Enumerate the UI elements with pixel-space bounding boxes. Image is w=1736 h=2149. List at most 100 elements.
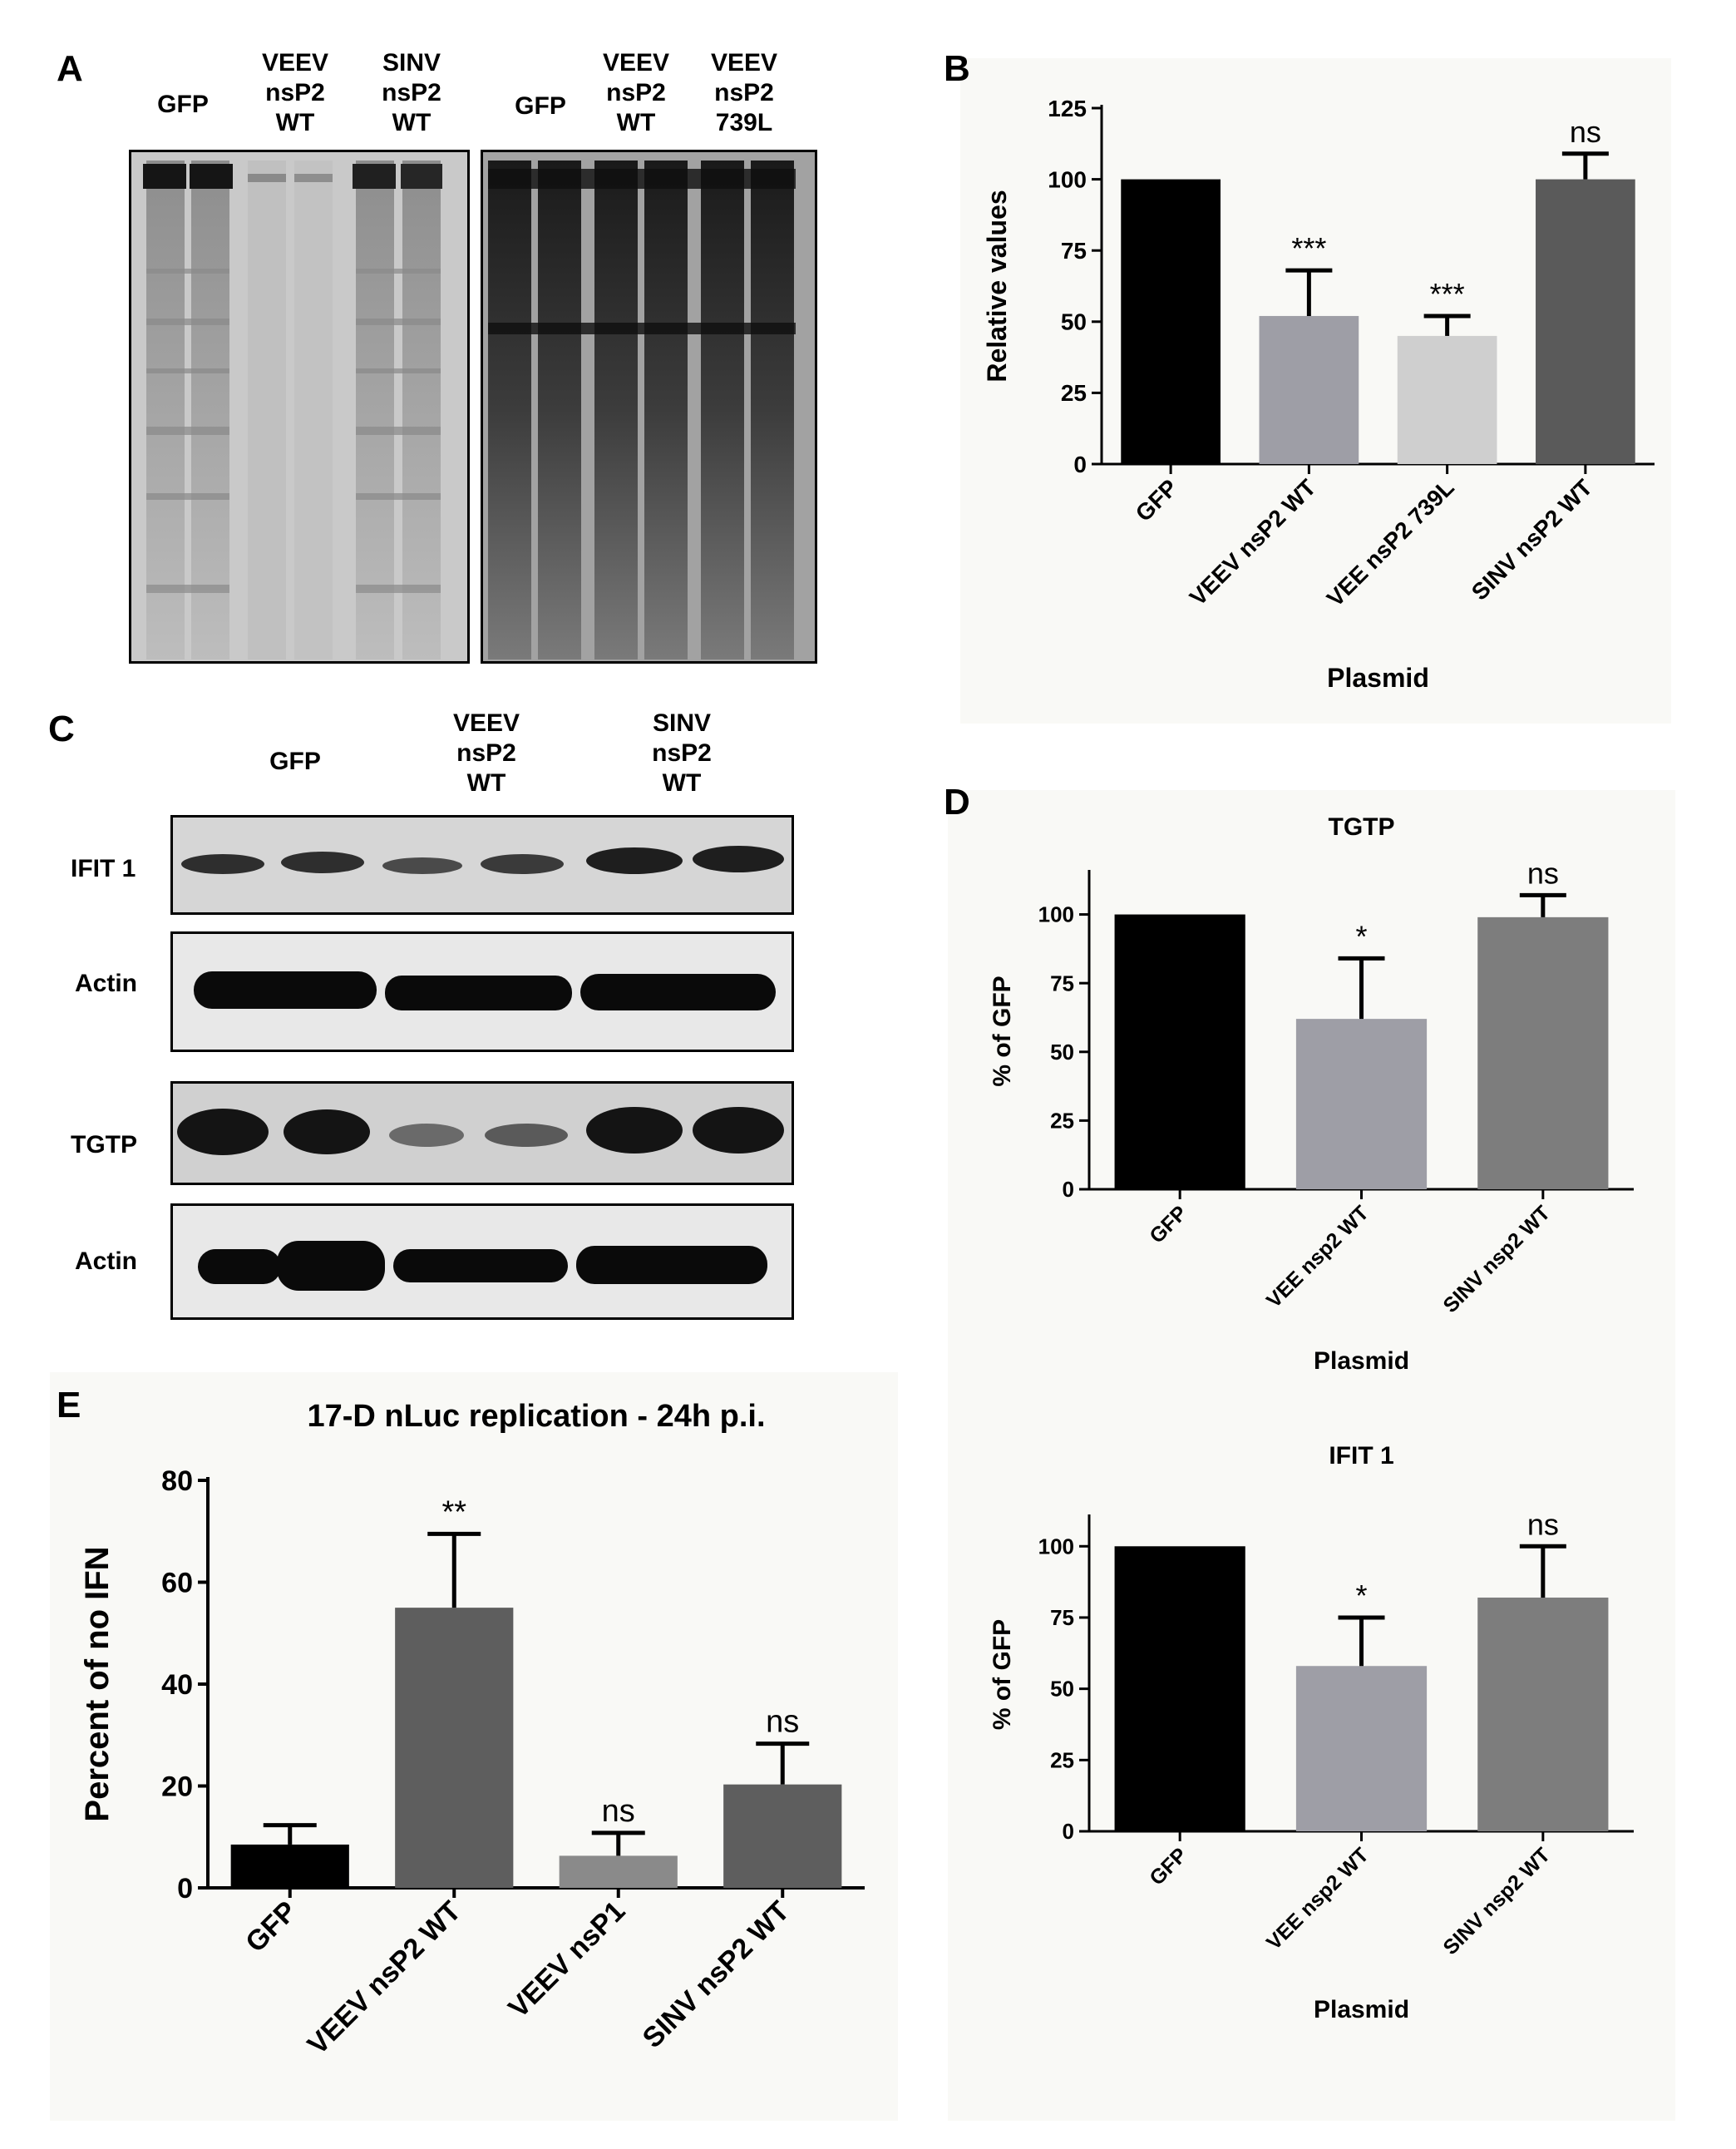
significance-label: * [1355, 1578, 1367, 1613]
western-blot-tgtp [170, 1081, 794, 1185]
y-tick-label: 75 [1050, 1605, 1074, 1630]
x-tick-label: VEEV nsP2 WT [1185, 474, 1321, 610]
y-tick-label: 60 [161, 1567, 193, 1598]
x-tick-label: VEE nsP2 739L [1322, 474, 1459, 611]
y-tick-label: 0 [1063, 1819, 1074, 1844]
y-tick-label: 100 [1038, 1534, 1074, 1559]
bar [1295, 1019, 1428, 1189]
panel-d-label: D [944, 782, 970, 823]
x-tick-label: GFP [239, 1895, 303, 1959]
significance-label: *** [1291, 231, 1326, 265]
blot-lane-veev: VEEV nsP2 WT [452, 709, 520, 797]
significance-label: ns [602, 1794, 635, 1829]
bar [1477, 916, 1609, 1189]
autoradiograph-left [129, 150, 470, 664]
bar [230, 1844, 349, 1888]
significance-label: ** [441, 1494, 466, 1529]
y-tick-label: 80 [161, 1465, 193, 1497]
y-tick-label: 50 [1061, 309, 1087, 335]
panel-b-label: B [944, 48, 970, 89]
y-tick-label: 75 [1050, 971, 1074, 995]
y-tick-label: 0 [1073, 452, 1087, 477]
blot-row-label-actin-1: Actin [75, 970, 137, 997]
y-tick-label: 0 [177, 1873, 193, 1904]
y-tick-label: 50 [1050, 1040, 1074, 1065]
y-tick-label: 25 [1050, 1108, 1074, 1133]
significance-label: ns [1527, 856, 1559, 890]
panel-c-label: C [48, 709, 75, 749]
x-tick-label: VEE nsp2 WT [1262, 1201, 1374, 1312]
x-tick-label: VEEV nsP2 WT [302, 1895, 467, 2061]
x-tick-label: SINV nsp2 WT [1438, 1843, 1555, 1959]
chart-b-relative-values: 0 25 50 75 100 125 Relative values GFP *** VEEV n… [982, 96, 1655, 693]
gel1-lane-gfp: GFP [157, 91, 209, 118]
chart-title: 17-D nLuc replication - 24h p.i. [307, 1399, 765, 1434]
bar [1114, 914, 1245, 1189]
blot-row-label-tgtp: TGTP [71, 1131, 137, 1158]
bar [1259, 315, 1359, 464]
significance-label: * [1355, 919, 1367, 953]
x-tick-label: GFP [1131, 474, 1183, 526]
x-axis-label: Plasmid [1327, 663, 1429, 693]
bar [559, 1855, 678, 1888]
gel2-lane-veev: VEEV nsP2 WT [602, 49, 670, 136]
y-tick-label: 25 [1050, 1747, 1074, 1772]
autoradiograph-left-bands [131, 152, 467, 661]
y-tick-label: 100 [1038, 902, 1074, 927]
y-tick-label: 25 [1061, 380, 1087, 406]
bar [395, 1608, 514, 1888]
y-axis-label: % of GFP [989, 976, 1016, 1086]
gel1-lane-sinv: SINV nsP2 WT [382, 49, 441, 136]
y-tick-label: 0 [1063, 1177, 1074, 1202]
x-tick-label: SINV nsp2 WT [1438, 1201, 1555, 1317]
bar [1397, 335, 1497, 464]
x-tick-label: VEE nsp2 WT [1262, 1843, 1374, 1954]
x-axis-label: Plasmid [1314, 1347, 1409, 1375]
significance-label: ns [766, 1705, 799, 1740]
bar [1477, 1597, 1609, 1831]
significance-label: ns [1570, 115, 1601, 149]
y-tick-label: 75 [1061, 238, 1087, 264]
blot-lane-sinv: SINV nsP2 WT [652, 709, 712, 797]
actin-2-bands [198, 1241, 767, 1291]
y-tick-label: 50 [1050, 1677, 1074, 1702]
chart-title: TGTP [1329, 813, 1395, 841]
chart-d-ifit1: IFIT 1 0 25 50 75 100 % of GFP GFP * VEE nsp2 WT n… [989, 1442, 1634, 2023]
tgtp-bands [177, 1107, 784, 1155]
gel1-lane-veev: VEEV nsP2 WT [261, 49, 329, 136]
chart-e-replication: 17-D nLuc replication - 24h p.i. 0 20 40 60 8… [79, 1399, 865, 2061]
panel-a-label: A [57, 48, 83, 89]
significance-label: ns [1527, 1507, 1559, 1541]
y-tick-label: 40 [161, 1669, 193, 1701]
autoradiograph-right-bands [483, 152, 815, 661]
y-axis-label: Relative values [982, 190, 1012, 382]
bar [1536, 179, 1635, 464]
y-tick-label: 20 [161, 1771, 193, 1802]
bar [1295, 1666, 1428, 1831]
x-tick-label: GFP [1145, 1843, 1191, 1890]
y-axis-label: % of GFP [989, 1619, 1016, 1730]
bar [723, 1784, 842, 1888]
bar [1121, 179, 1221, 464]
x-tick-label: SINV nsP2 WT [637, 1895, 796, 2054]
chart-title: IFIT 1 [1329, 1442, 1393, 1470]
blot-row-label-ifit1: IFIT 1 [71, 855, 136, 882]
blot-lane-gfp: GFP [269, 748, 321, 775]
western-blot-ifit1 [170, 815, 794, 915]
x-tick-label: GFP [1145, 1201, 1191, 1247]
bar [1114, 1546, 1245, 1831]
autoradiograph-right [481, 150, 817, 664]
gel2-lane-veev-739l: VEEV nsP2 739L [710, 49, 778, 136]
actin-1-bands [194, 971, 776, 1010]
ifit1-bands [181, 846, 784, 874]
y-tick-label: 125 [1048, 96, 1087, 121]
x-tick-label: VEEV nsP1 [502, 1895, 631, 2024]
gel2-lane-gfp: GFP [515, 92, 566, 120]
significance-label: *** [1430, 277, 1465, 311]
western-blot-actin-1 [170, 931, 794, 1052]
x-tick-label: SINV nsP2 WT [1467, 474, 1597, 605]
y-tick-label: 100 [1048, 166, 1087, 192]
y-axis-label: Percent of no IFN [79, 1546, 116, 1821]
chart-d-tgtp: TGTP 0 25 50 75 100 % of GFP GFP * VEE nsp2 WT ns S… [989, 813, 1634, 1375]
panel-e-label: E [57, 1385, 81, 1425]
